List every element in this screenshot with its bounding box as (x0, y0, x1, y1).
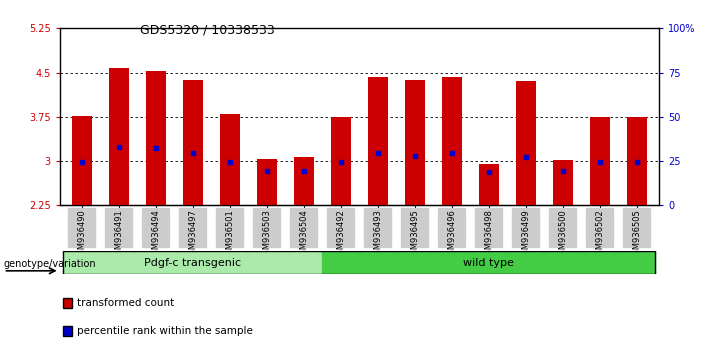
Bar (590, 117, 610, 205)
Bar (72, 116, 92, 205)
Bar (179, 207, 206, 247)
Text: GSM936503: GSM936503 (262, 209, 271, 260)
Text: GSM936493: GSM936493 (373, 209, 382, 260)
Bar (550, 207, 576, 247)
Bar (146, 72, 166, 205)
Bar (327, 207, 354, 247)
Text: genotype/variation: genotype/variation (4, 259, 96, 269)
Text: GSM936494: GSM936494 (151, 209, 161, 259)
Text: GSM936501: GSM936501 (225, 209, 234, 259)
Bar (257, 159, 277, 205)
Bar (109, 68, 129, 205)
Bar (442, 77, 462, 205)
Bar (63, 251, 322, 274)
Bar (322, 251, 655, 274)
Bar (290, 207, 317, 247)
Bar (331, 117, 351, 205)
Bar (475, 207, 502, 247)
Text: GSM936498: GSM936498 (484, 209, 494, 260)
Bar (219, 114, 240, 205)
Text: GSM936492: GSM936492 (336, 209, 346, 259)
Text: GSM936502: GSM936502 (595, 209, 604, 259)
Bar (105, 207, 132, 247)
Text: GSM936496: GSM936496 (447, 209, 456, 260)
Text: GSM936491: GSM936491 (114, 209, 123, 259)
Bar (623, 207, 650, 247)
Bar (552, 160, 573, 205)
Bar (512, 207, 539, 247)
Bar (182, 80, 203, 205)
Text: GSM936497: GSM936497 (189, 209, 197, 260)
Bar (142, 207, 169, 247)
Bar (479, 164, 499, 205)
Bar (404, 80, 425, 205)
Text: GSM936504: GSM936504 (299, 209, 308, 259)
Text: GSM936490: GSM936490 (77, 209, 86, 259)
Text: GDS5320 / 10338533: GDS5320 / 10338533 (140, 23, 275, 36)
Text: GSM936500: GSM936500 (558, 209, 567, 259)
Bar (294, 157, 314, 205)
Bar (367, 77, 388, 205)
Text: GSM936505: GSM936505 (632, 209, 641, 259)
Bar (627, 117, 647, 205)
Bar (365, 207, 391, 247)
Text: percentile rank within the sample: percentile rank within the sample (77, 326, 253, 336)
Bar (402, 207, 428, 247)
Text: transformed count: transformed count (77, 298, 175, 308)
Text: Pdgf-c transgenic: Pdgf-c transgenic (144, 258, 241, 268)
Bar (438, 207, 465, 247)
Text: GSM936495: GSM936495 (410, 209, 419, 259)
Bar (515, 81, 536, 205)
Bar (587, 207, 613, 247)
Text: GSM936499: GSM936499 (522, 209, 530, 259)
Bar (254, 207, 280, 247)
Bar (217, 207, 243, 247)
Text: wild type: wild type (463, 258, 515, 268)
Bar (69, 207, 95, 247)
